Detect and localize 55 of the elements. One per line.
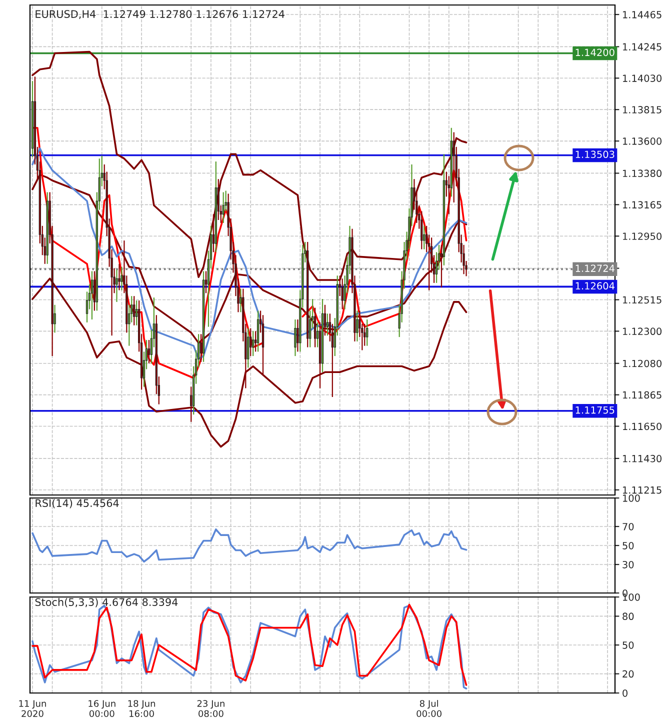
y-tick-label: 1.12950 <box>623 232 662 240</box>
candlestick <box>262 314 264 376</box>
candlestick <box>326 313 329 336</box>
y-tick-label: 0 <box>622 689 628 697</box>
ref-line-label: 1.11755 <box>576 406 614 414</box>
x-tick-label: 16 Jun 00:00 <box>88 700 116 718</box>
y-tick-label: 1.12080 <box>623 360 662 368</box>
y-tick-label: 1.12300 <box>623 328 662 336</box>
chart-title: RSI(14) 45.4564 <box>36 498 119 508</box>
ref-line-label: 1.14200 <box>576 48 614 56</box>
x-tick-label: 23 Jun 08:00 <box>197 700 224 718</box>
candlestick <box>133 296 136 326</box>
candlestick <box>256 310 260 352</box>
y-tick-label: 50 <box>622 641 634 649</box>
candlestick <box>116 269 118 302</box>
y-tick-label: 1.11215 <box>623 486 662 494</box>
candlestick <box>118 263 120 291</box>
y-tick-label: 20 <box>622 670 634 678</box>
line-series <box>32 528 468 563</box>
y-tick-label: 1.13380 <box>623 170 662 178</box>
y-tick-label: 1.11430 <box>623 454 662 462</box>
ref-line-label: 1.12604 <box>576 282 614 290</box>
y-tick-label: 1.11650 <box>623 422 662 430</box>
candlestick <box>252 330 254 357</box>
y-tick-label: 1.12515 <box>623 296 662 304</box>
y-tick-label: 1.14245 <box>623 43 662 51</box>
line-series <box>32 147 468 360</box>
y-tick-label: 30 <box>622 560 634 568</box>
x-tick-label: 11 Jun 2020 <box>19 700 46 718</box>
y-tick-label: 80 <box>622 612 634 620</box>
y-tick-label: 100 <box>623 494 640 502</box>
y-tick-label: 1.13165 <box>623 201 662 208</box>
y-tick-label: 1.14030 <box>623 74 662 82</box>
candlestick <box>250 328 252 357</box>
candlestick <box>148 339 150 364</box>
candlestick <box>90 270 94 320</box>
chart-title: EURUSD,H4 1.12749 1.12780 1.12676 1.12724 <box>36 10 284 20</box>
x-tick-label: 18 Jun 16:00 <box>128 700 156 718</box>
candlestick <box>120 266 123 291</box>
chart-title: Stoch(5,3,3) 4.6764 8.3394 <box>35 598 178 608</box>
y-tick-label: 70 <box>622 522 634 530</box>
ref-line-label: 1.12724 <box>576 264 614 272</box>
y-tick-label: 1.13600 <box>623 138 662 145</box>
candlestick <box>222 192 224 224</box>
y-tick-label: 1.11865 <box>623 391 662 399</box>
candlestick <box>364 323 366 346</box>
candlestick <box>247 328 250 368</box>
ref-line-label: 1.13503 <box>576 150 614 158</box>
candlestick <box>294 318 296 357</box>
y-tick-label: 1.13815 <box>623 106 662 114</box>
candlestick <box>452 132 455 204</box>
candlestick <box>366 318 368 346</box>
y-tick-label: 50 <box>622 542 634 550</box>
y-tick-label: 1.14465 <box>623 10 662 18</box>
x-tick-label: 8 Jul 00:00 <box>416 700 442 718</box>
